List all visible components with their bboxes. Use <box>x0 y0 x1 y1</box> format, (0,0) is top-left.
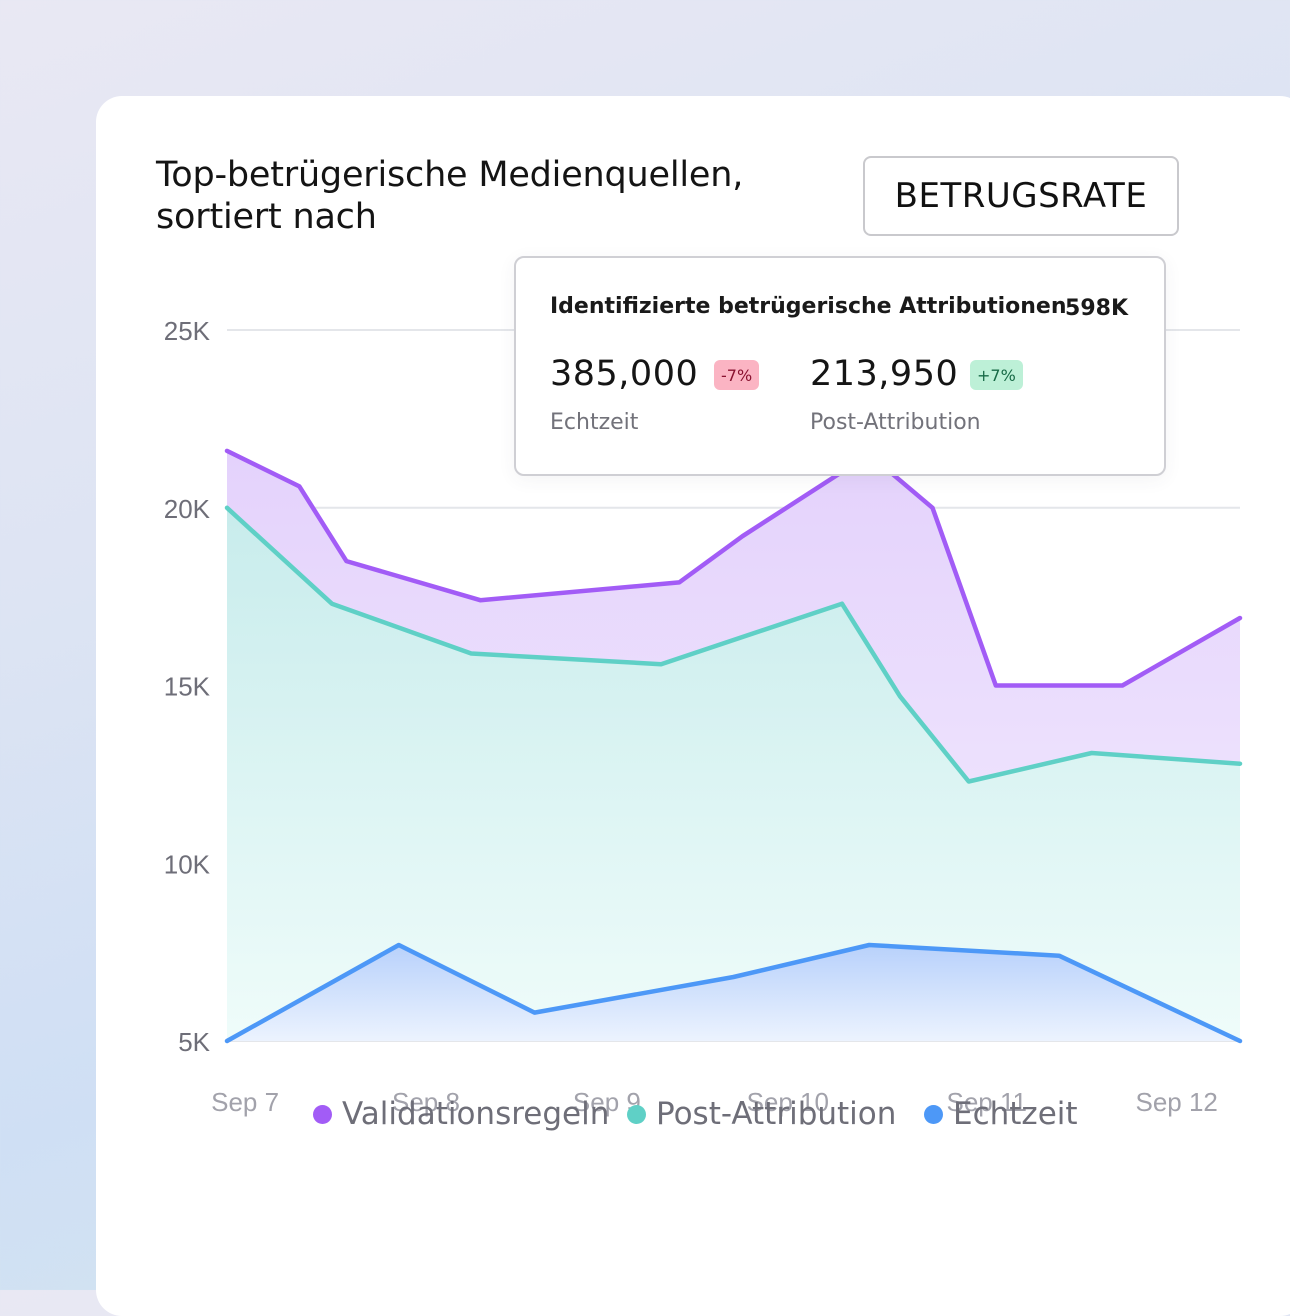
legend-dot-post-attribution <box>627 1104 646 1124</box>
legend-label-realtime: Echtzeit <box>953 1096 1078 1132</box>
y-tick-label: 25K <box>164 316 211 346</box>
y-tick-label: 15K <box>164 672 211 702</box>
line-post-attribution <box>224 505 1243 784</box>
x-tick-label: Sep 10 <box>747 1087 829 1117</box>
x-tick-label: Sep 12 <box>1135 1087 1217 1117</box>
tooltip-title: Identifizierte betrügerische Attribution… <box>550 294 1067 319</box>
line-validation <box>224 448 1243 688</box>
post-attribution-value: 213,950 <box>810 354 959 394</box>
legend-dot-realtime <box>924 1104 943 1124</box>
chart-title: Top-betrügerische Medienquellen, sortier… <box>156 155 744 237</box>
legend-item-post-attribution[interactable]: Post-Attribution <box>627 1096 896 1132</box>
sort-by-fraud-rate-button[interactable]: BETRUGSRATE <box>863 156 1179 236</box>
realtime-value: 385,000 <box>550 354 699 394</box>
series-lines <box>224 448 1243 1044</box>
tooltip-card: Identifizierte betrügerische Attribution… <box>514 256 1166 476</box>
line-realtime <box>224 942 1243 1044</box>
area-post-attribution <box>227 507 1240 1041</box>
x-tick-label: Sep 8 <box>392 1087 460 1117</box>
tooltip-total: 598K <box>1065 296 1128 321</box>
legend-item-realtime[interactable]: Echtzeit <box>924 1096 1078 1132</box>
y-tick-label: 20K <box>164 494 211 524</box>
x-axis-ticks: Sep 7 Sep 8 Sep 9 Sep 10 Sep 11 Sep 12 <box>211 1087 1218 1117</box>
y-tick-label: 10K <box>164 849 211 879</box>
realtime-label: Echtzeit <box>550 410 639 435</box>
realtime-change-badge: -7% <box>714 360 760 390</box>
series-areas <box>227 450 1240 1041</box>
y-tick-label: 5K <box>178 1027 210 1057</box>
x-tick-label: Sep 11 <box>947 1087 1027 1117</box>
x-tick-label: Sep 7 <box>211 1087 279 1117</box>
legend-item-validation[interactable]: Validationsregeln <box>313 1096 609 1132</box>
area-realtime <box>227 945 1240 1041</box>
legend-dot-validation <box>313 1104 332 1124</box>
post-attribution-change-badge: +7% <box>970 360 1023 390</box>
legend-label-post-attribution: Post-Attribution <box>656 1096 897 1132</box>
post-attribution-label: Post-Attribution <box>810 410 981 435</box>
legend-label-validation: Validationsregeln <box>342 1096 610 1132</box>
y-axis-ticks: 25K 20K 15K 10K 5K <box>164 316 211 1057</box>
